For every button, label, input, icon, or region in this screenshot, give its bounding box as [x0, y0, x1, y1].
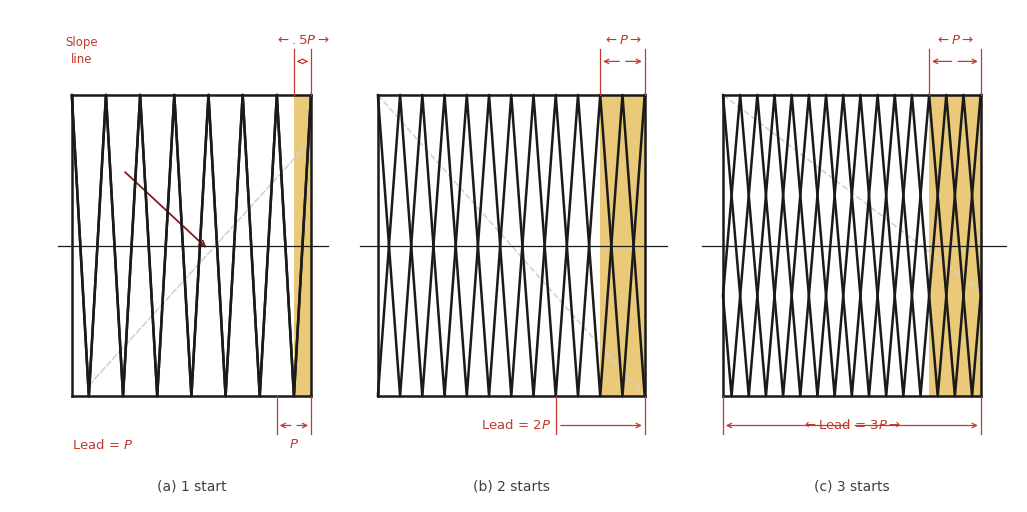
Text: line: line: [71, 53, 92, 66]
Text: (c) 3 starts: (c) 3 starts: [814, 480, 889, 494]
Text: (a) 1 start: (a) 1 start: [156, 480, 226, 494]
Text: $\leftarrow P \rightarrow$: $\leftarrow P \rightarrow$: [936, 34, 975, 47]
Text: (b) 2 starts: (b) 2 starts: [472, 480, 549, 494]
Text: $\leftarrow P \rightarrow$: $\leftarrow P \rightarrow$: [603, 34, 642, 47]
Bar: [929, 95, 981, 396]
Text: $\leftarrow .5P \rightarrow$: $\leftarrow .5P \rightarrow$: [275, 34, 330, 47]
Text: Lead = $2P$: Lead = $2P$: [482, 418, 551, 433]
Bar: [600, 95, 645, 396]
Bar: [294, 95, 311, 396]
Text: Slope: Slope: [66, 36, 99, 49]
Text: $\leftarrow$Lead = $3P\rightarrow$: $\leftarrow$Lead = $3P\rightarrow$: [802, 418, 902, 433]
Text: Lead = $P$: Lead = $P$: [72, 438, 134, 452]
Text: $P$: $P$: [289, 438, 299, 451]
